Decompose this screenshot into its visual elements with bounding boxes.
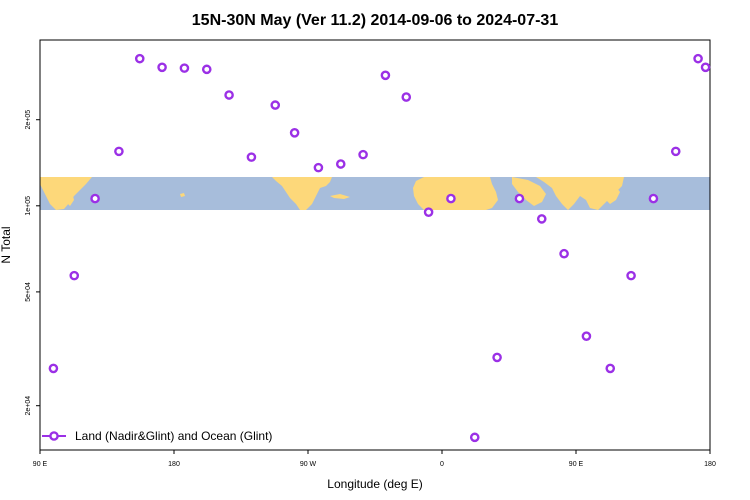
map-land-caribbean <box>330 194 350 199</box>
data-point <box>670 146 681 157</box>
map-land-india-asia <box>536 177 624 210</box>
x-tick-label: 90 E <box>569 461 584 468</box>
data-point <box>134 53 145 64</box>
data-point <box>358 149 368 160</box>
x-tick-label: 180 <box>704 461 716 468</box>
map-land-africa-west <box>413 177 498 210</box>
data-points <box>48 53 711 443</box>
legend-entry: Land (Nadir&Glint) and Ocean (Glint) <box>75 429 272 443</box>
data-point <box>469 432 480 443</box>
data-point <box>157 62 167 73</box>
data-point <box>626 270 636 281</box>
x-axis: 90 E 180 90 W 0 90 E 180 <box>33 450 716 468</box>
data-point <box>90 193 100 204</box>
data-point <box>700 62 711 73</box>
map-land-hawaii <box>180 193 185 197</box>
data-point <box>246 152 257 162</box>
data-point <box>380 70 391 81</box>
x-tick-label: 90 E <box>33 461 48 468</box>
map-land-philippines <box>66 192 74 206</box>
x-tick-label: 90 W <box>300 461 317 468</box>
data-point <box>69 270 80 281</box>
chart-title: 15N-30N May (Ver 11.2) 2014-09-06 to 202… <box>192 12 559 29</box>
data-point <box>581 331 592 341</box>
data-point <box>446 193 456 204</box>
data-point <box>201 64 212 75</box>
data-point <box>559 248 569 259</box>
y-tick-label: 2e+04 <box>25 396 32 416</box>
x-tick-label: 180 <box>168 461 180 468</box>
y-tick-label: 2e+05 <box>25 110 32 130</box>
y-tick-label: 5e+04 <box>25 282 32 302</box>
map-land-asia-east <box>40 177 92 210</box>
legend-circle-marker <box>49 431 59 441</box>
data-point <box>401 92 412 102</box>
y-axis-label: N Total <box>0 226 13 263</box>
data-point <box>335 159 346 169</box>
data-point <box>492 352 502 363</box>
data-point <box>48 363 59 374</box>
data-point <box>313 162 324 173</box>
data-point <box>289 128 300 138</box>
world-map-band <box>40 177 710 210</box>
data-point <box>536 214 547 224</box>
data-point <box>648 193 659 204</box>
data-point <box>270 100 281 110</box>
data-point <box>114 146 124 157</box>
data-point <box>179 63 190 73</box>
plot-frame <box>39 39 711 451</box>
data-point <box>224 90 234 100</box>
y-tick-label: 1e+05 <box>25 196 32 216</box>
data-point <box>423 207 434 217</box>
map-land-arabia <box>512 177 546 206</box>
legend: Land (Nadir&Glint) and Ocean (Glint) <box>42 429 272 443</box>
data-point <box>605 363 616 374</box>
x-tick-label: 0 <box>440 461 444 468</box>
data-point <box>514 193 525 204</box>
map-land-asia-east-2 <box>604 184 620 204</box>
data-point <box>693 53 703 64</box>
map-land-north-america <box>272 177 332 210</box>
y-axis: 2e+04 5e+04 1e+05 2e+05 <box>25 110 40 416</box>
x-axis-label: Longitude (deg E) <box>327 477 422 491</box>
